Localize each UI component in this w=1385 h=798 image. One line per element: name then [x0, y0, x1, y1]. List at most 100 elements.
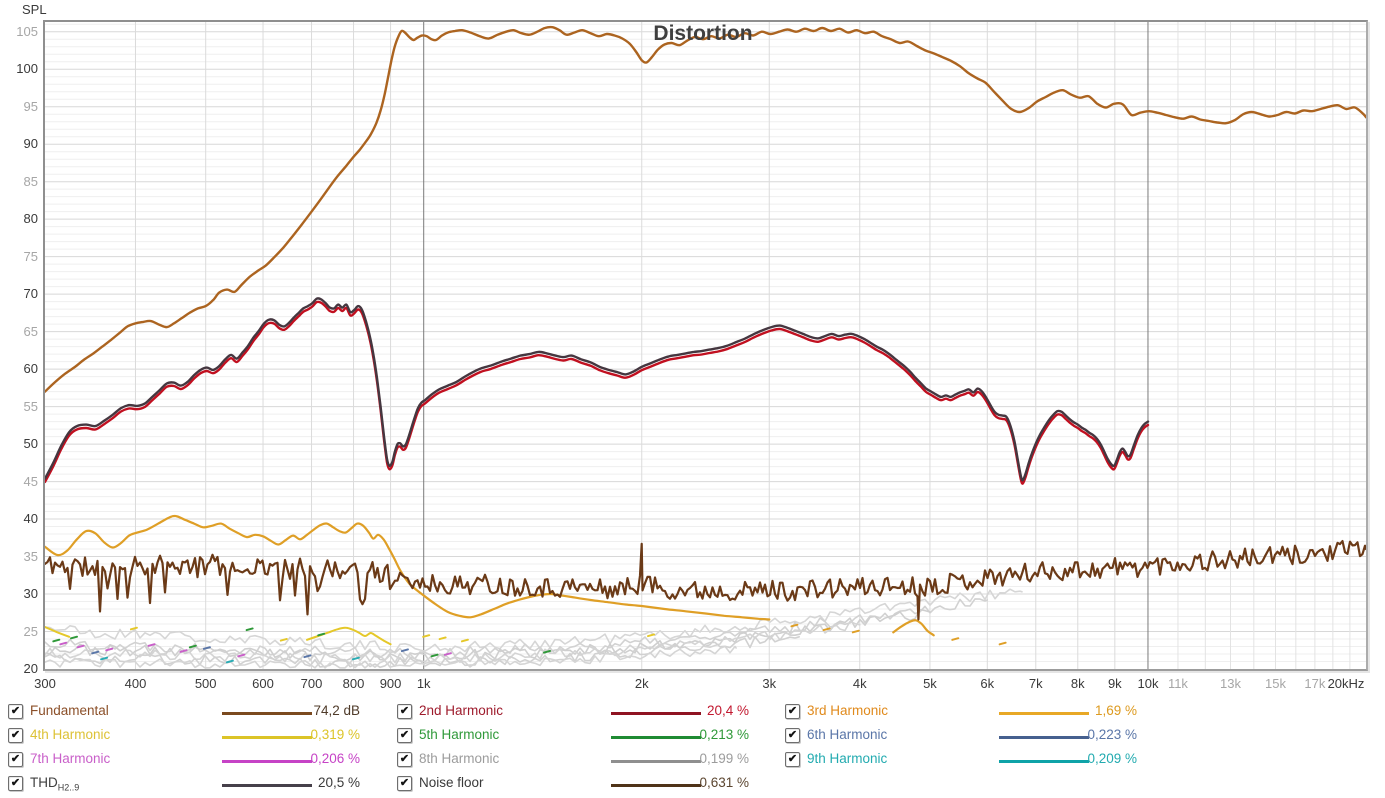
- harmonic-marker: [188, 644, 197, 649]
- legend-label-thdh2-9: THDH2..9: [30, 775, 80, 793]
- legend-row-8th-harmonic: ✔ 8th Harmonic 0,199 %: [397, 749, 777, 773]
- y-tick-label-80: 80: [23, 211, 38, 227]
- curve-dim-harmonic-1: [45, 588, 1023, 654]
- x-tick-label-700: 700: [300, 676, 323, 691]
- x-tick-label-900: 900: [379, 676, 402, 691]
- harmonic-marker: [202, 646, 211, 650]
- legend-line-swatch-thdh2-9: [222, 784, 312, 787]
- curve-dim-harmonic-3: [45, 608, 931, 663]
- curve-dim-harmonic-6: [45, 645, 737, 669]
- legend-column-2: ✔ 2nd Harmonic 20,4 % ✔ 5th Harmonic 0,213 % ✔…: [397, 701, 777, 797]
- legend-value-3rd-harmonic: 1,69 %: [1094, 703, 1137, 718]
- harmonic-marker: [59, 641, 68, 646]
- harmonic-marker: [438, 636, 447, 641]
- harmonic-marker: [129, 626, 138, 631]
- legend: ✔ Fundamental 74,2 dB ✔ 4th Harmonic 0,319 % ✔…: [0, 701, 1385, 798]
- legend-line-swatch-2nd-harmonic: [611, 712, 701, 715]
- harmonic-marker: [790, 623, 799, 628]
- y-tick-label-65: 65: [23, 323, 38, 339]
- legend-value-8th-harmonic: 0,199 %: [699, 751, 749, 766]
- y-tick-label-90: 90: [23, 136, 38, 152]
- legend-value-5th-harmonic: 0,213 %: [699, 727, 749, 742]
- harmonic-marker: [100, 656, 109, 661]
- legend-line-swatch-noise-floor: [611, 784, 701, 787]
- x-tick-label-1k: 1k: [416, 676, 431, 691]
- legend-checkbox-8th-harmonic[interactable]: ✔: [397, 752, 412, 767]
- harmonic-marker: [245, 627, 254, 632]
- harmonic-marker: [998, 641, 1007, 646]
- harmonic-marker: [351, 656, 360, 661]
- y-tick-label-60: 60: [23, 361, 38, 377]
- legend-label-9th-harmonic: 9th Harmonic: [807, 751, 888, 766]
- page-title: Distortion: [653, 22, 753, 45]
- legend-row-7th-harmonic: ✔ 7th Harmonic 0,206 %: [8, 749, 388, 773]
- legend-line-swatch-4th-harmonic: [222, 736, 312, 739]
- harmonic-marker: [225, 659, 234, 664]
- legend-line-swatch-6th-harmonic: [999, 736, 1089, 739]
- legend-label-8th-harmonic: 8th Harmonic: [419, 751, 500, 766]
- x-tick-label-500: 500: [194, 676, 217, 691]
- legend-label-3rd-harmonic: 3rd Harmonic: [807, 703, 889, 718]
- legend-checkbox-6th-harmonic[interactable]: ✔: [785, 728, 800, 743]
- y-tick-label-35: 35: [23, 548, 38, 564]
- x-tick-label-11k: 11k: [1167, 676, 1188, 691]
- y-tick-label-70: 70: [23, 286, 38, 302]
- harmonic-marker: [147, 643, 156, 647]
- legend-checkbox-fundamental[interactable]: ✔: [8, 704, 23, 719]
- y-tick-label-105: 105: [16, 23, 38, 39]
- legend-label-2nd-harmonic: 2nd Harmonic: [419, 703, 504, 718]
- harmonic-marker: [443, 652, 452, 656]
- x-tick-label-3k: 3k: [762, 676, 777, 691]
- harmonic-marker: [647, 633, 656, 638]
- x-tick-label-20kHz: 20kHz: [1327, 676, 1365, 691]
- curve-4th-harmonic: [45, 626, 71, 638]
- legend-value-4th-harmonic: 0,319 %: [310, 727, 360, 742]
- x-tick-label-5k: 5k: [923, 676, 937, 691]
- harmonic-marker: [430, 653, 439, 658]
- x-tick-label-4k: 4k: [852, 676, 867, 691]
- legend-checkbox-5th-harmonic[interactable]: ✔: [397, 728, 412, 743]
- harmonic-marker: [237, 653, 246, 658]
- legend-line-swatch-7th-harmonic: [222, 760, 312, 763]
- legend-column-1: ✔ Fundamental 74,2 dB ✔ 4th Harmonic 0,319 % ✔…: [8, 701, 388, 797]
- x-tick-label-8k: 8k: [1070, 676, 1085, 691]
- harmonic-marker: [279, 637, 288, 642]
- harmonic-marker: [422, 634, 431, 638]
- legend-value-fundamental: 74,2 dB: [313, 703, 360, 718]
- legend-line-swatch-9th-harmonic: [999, 760, 1089, 763]
- legend-row-9th-harmonic: ✔ 9th Harmonic 0,209 %: [785, 749, 1165, 773]
- legend-label-7th-harmonic: 7th Harmonic: [30, 751, 111, 766]
- legend-checkbox-thdh2-9[interactable]: ✔: [8, 776, 23, 791]
- curve-thd: [45, 297, 1150, 482]
- y-tick-label-50: 50: [23, 436, 38, 452]
- legend-row-5th-harmonic: ✔ 5th Harmonic 0,213 %: [397, 725, 777, 749]
- harmonic-marker: [303, 654, 312, 659]
- legend-value-thdh2-9: 20,5 %: [317, 775, 360, 790]
- legend-label-5th-harmonic: 5th Harmonic: [419, 727, 500, 742]
- legend-row-2nd-harmonic: ✔ 2nd Harmonic 20,4 %: [397, 701, 777, 725]
- x-tick-label-15k: 15k: [1265, 676, 1286, 691]
- legend-checkbox-9th-harmonic[interactable]: ✔: [785, 752, 800, 767]
- y-tick-label-85: 85: [23, 173, 38, 189]
- legend-line-swatch-8th-harmonic: [611, 760, 701, 763]
- x-tick-label-600: 600: [252, 676, 274, 691]
- legend-checkbox-noise-floor[interactable]: ✔: [397, 776, 412, 791]
- legend-column-3: ✔ 3rd Harmonic 1,69 % ✔ 6th Harmonic 0,223 % ✔…: [785, 701, 1165, 773]
- legend-row-4th-harmonic: ✔ 4th Harmonic 0,319 %: [8, 725, 388, 749]
- legend-checkbox-3rd-harmonic[interactable]: ✔: [785, 704, 800, 719]
- legend-checkbox-4th-harmonic[interactable]: ✔: [8, 728, 23, 743]
- legend-row-noise-floor: ✔ Noise floor 0,631 %: [397, 773, 777, 797]
- x-tick-label-300: 300: [34, 676, 56, 691]
- legend-row-3rd-harmonic: ✔ 3rd Harmonic 1,69 %: [785, 701, 1165, 725]
- legend-label-fundamental: Fundamental: [30, 703, 109, 718]
- harmonic-marker: [76, 644, 85, 649]
- y-tick-label-55: 55: [23, 398, 38, 414]
- y-tick-label-25: 25: [23, 623, 38, 639]
- curve-4th-harmonic: [306, 626, 392, 646]
- x-tick-label-7k: 7k: [1028, 676, 1043, 691]
- legend-checkbox-7th-harmonic[interactable]: ✔: [8, 752, 23, 767]
- x-tick-label-800: 800: [342, 676, 365, 691]
- y-tick-label-20: 20: [23, 661, 38, 676]
- legend-checkbox-2nd-harmonic[interactable]: ✔: [397, 704, 412, 719]
